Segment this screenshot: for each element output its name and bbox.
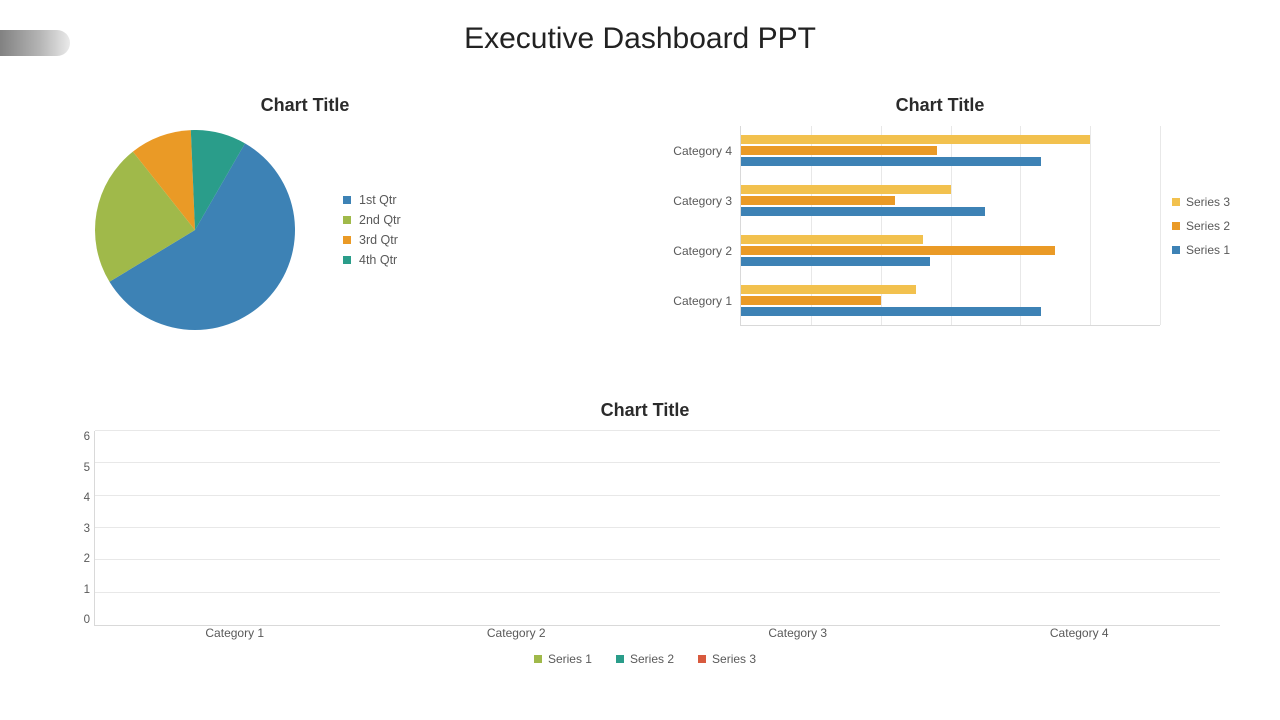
hbar-group	[741, 135, 1160, 166]
gridline	[95, 559, 1220, 560]
vbar-xtick: Category 3	[657, 626, 939, 640]
vbar-legend-item: Series 2	[616, 652, 674, 666]
hbar-bar	[741, 285, 916, 294]
legend-label: 1st Qtr	[359, 193, 397, 207]
vbar-ytick: 4	[70, 492, 90, 504]
gridline	[95, 592, 1220, 593]
legend-swatch	[1172, 222, 1180, 230]
pie-legend-item: 1st Qtr	[343, 193, 401, 207]
legend-swatch	[534, 655, 542, 663]
vbar-y-axis: 6 5 4 3 2 1 0	[70, 431, 94, 626]
pie-chart-body: 1st Qtr 2nd Qtr 3rd Qtr 4th Qtr	[95, 130, 615, 330]
legend-swatch	[343, 216, 351, 224]
vbar-ytick: 5	[70, 462, 90, 474]
legend-swatch	[1172, 198, 1180, 206]
slide: Executive Dashboard PPT Chart Title 1st …	[0, 0, 1280, 720]
gridline	[1160, 126, 1161, 325]
gridline	[95, 495, 1220, 496]
vbar-legend-item: Series 3	[698, 652, 756, 666]
legend-swatch	[698, 655, 706, 663]
vbar-x-axis: Category 1Category 2Category 3Category 4	[94, 626, 1220, 640]
hbar-bar	[741, 257, 930, 266]
vbar-ytick: 3	[70, 523, 90, 535]
hbar-bar	[741, 196, 895, 205]
gridline	[95, 462, 1220, 463]
legend-label: Series 2	[1186, 219, 1230, 233]
hbar-category-label: Category 2	[640, 244, 732, 258]
hbar-bar	[741, 307, 1041, 316]
hbar-bar	[741, 135, 1090, 144]
vbar-ytick: 6	[70, 431, 90, 443]
vbar-legend-item: Series 1	[534, 652, 592, 666]
vbar-chart-title: Chart Title	[70, 400, 1220, 421]
hbar-bar	[741, 146, 937, 155]
vbar-xtick: Category 4	[939, 626, 1221, 640]
hbar-category-label: Category 3	[640, 194, 732, 208]
hbar-category-labels: Category 4 Category 3 Category 2 Category 1	[640, 126, 740, 326]
legend-swatch	[616, 655, 624, 663]
vbar-chart-body: 6 5 4 3 2 1 0	[70, 431, 1220, 626]
hbar-bar	[741, 185, 951, 194]
pie-chart-title: Chart Title	[175, 95, 435, 116]
hbar-group	[741, 235, 1160, 266]
gridline	[95, 430, 1220, 431]
hbar-legend-item: Series 1	[1172, 243, 1240, 257]
hbar-chart-body: Category 4 Category 3 Category 2 Category 1…	[640, 126, 1240, 326]
hbar-legend-item: Series 3	[1172, 195, 1240, 209]
hbar-chart-title: Chart Title	[640, 95, 1240, 116]
legend-label: 3rd Qtr	[359, 233, 398, 247]
pie-chart	[95, 130, 295, 330]
legend-label: Series 3	[712, 652, 756, 666]
legend-swatch	[1172, 246, 1180, 254]
gridline	[95, 527, 1220, 528]
legend-label: Series 3	[1186, 195, 1230, 209]
hbar-bar	[741, 207, 985, 216]
hbar-bar	[741, 246, 1055, 255]
pie-chart-panel: Chart Title 1st Qtr 2nd Qtr 3rd Qtr 4th Qtr	[95, 95, 615, 355]
hbar-plot-area	[740, 126, 1160, 326]
vbar-legend: Series 1 Series 2 Series 3	[70, 652, 1220, 666]
hbar-group	[741, 185, 1160, 216]
hbar-legend: Series 3 Series 2 Series 1	[1160, 126, 1240, 326]
pie-legend-item: 3rd Qtr	[343, 233, 401, 247]
legend-swatch	[343, 236, 351, 244]
hbar-group	[741, 285, 1160, 316]
legend-label: Series 1	[548, 652, 592, 666]
hbar-bar	[741, 157, 1041, 166]
vbar-ytick: 1	[70, 584, 90, 596]
hbar-category-label: Category 1	[640, 294, 732, 308]
hbar-bar	[741, 296, 881, 305]
legend-swatch	[343, 196, 351, 204]
legend-label: 4th Qtr	[359, 253, 397, 267]
legend-swatch	[343, 256, 351, 264]
vbar-plot-area	[94, 431, 1220, 626]
pie-legend: 1st Qtr 2nd Qtr 3rd Qtr 4th Qtr	[343, 187, 401, 273]
vbar-ytick: 0	[70, 614, 90, 626]
hbar-legend-item: Series 2	[1172, 219, 1240, 233]
pie-legend-item: 4th Qtr	[343, 253, 401, 267]
legend-label: Series 1	[1186, 243, 1230, 257]
vbar-chart-panel: Chart Title 6 5 4 3 2 1 0 Category 1Category 2…	[70, 400, 1220, 700]
page-title: Executive Dashboard PPT	[0, 22, 1280, 56]
vbar-xtick: Category 1	[94, 626, 376, 640]
hbar-bar	[741, 235, 923, 244]
hbar-chart-panel: Chart Title Category 4Category 3Category…	[640, 95, 1240, 355]
hbar-category-label: Category 4	[640, 144, 732, 158]
vbar-ytick: 2	[70, 553, 90, 565]
pie-legend-item: 2nd Qtr	[343, 213, 401, 227]
legend-label: Series 2	[630, 652, 674, 666]
legend-label: 2nd Qtr	[359, 213, 401, 227]
vbar-xtick: Category 2	[376, 626, 658, 640]
